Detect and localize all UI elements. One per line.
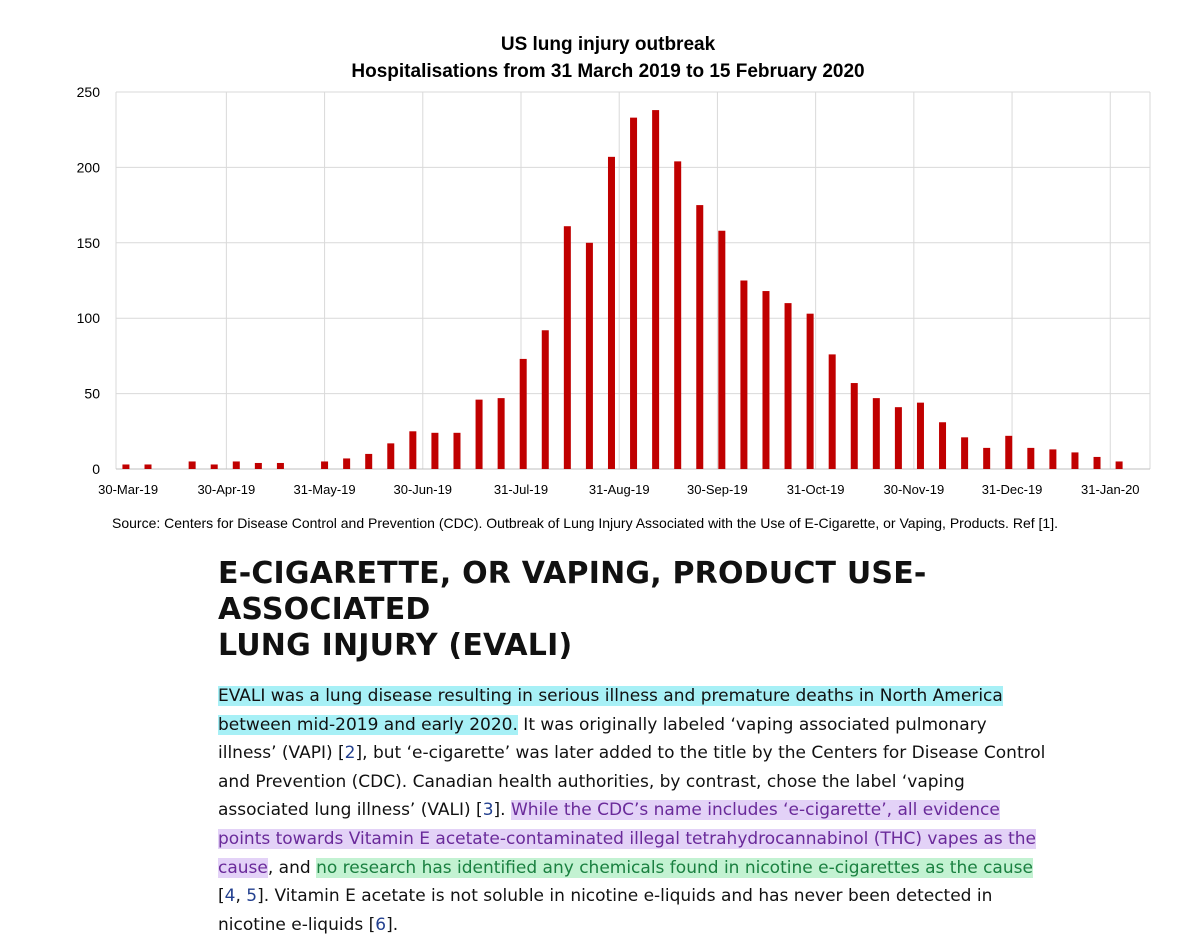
x-axis-ticks: 30-Mar-19 30-Apr-19 31-May-19 30-Jun-19 31-J…: [98, 482, 1139, 497]
bar: [210, 464, 218, 469]
bar: [343, 458, 351, 469]
reference-link-6[interactable]: 6: [375, 914, 387, 935]
article-paragraph: EVALI was a lung disease resulting in se…: [218, 682, 1048, 939]
x-tick-label: 30-Nov-19: [883, 482, 944, 497]
bar: [563, 226, 571, 469]
heading-line-1: E-CIGARETTE, OR VAPING, PRODUCT USE-ASSO…: [218, 556, 927, 627]
y-tick-label: 250: [77, 84, 101, 100]
bar: [718, 230, 726, 469]
x-tick-label: 31-Jul-19: [494, 482, 548, 497]
x-tick-label: 31-Dec-19: [982, 482, 1043, 497]
reference-link-4[interactable]: 4: [224, 886, 236, 907]
bar: [607, 156, 615, 469]
bar: [321, 461, 329, 469]
bar: [387, 443, 395, 469]
paragraph-text: ]. Vitamin E acetate is not soluble in n…: [218, 886, 993, 935]
article-heading: E-CIGARETTE, OR VAPING, PRODUCT USE-ASSO…: [218, 556, 1058, 664]
chart-subtitle: Hospitalisations from 31 March 2019 to 1…: [351, 61, 864, 82]
paragraph-text: ], but ‘e-cigarette’ was later added to …: [218, 743, 1046, 821]
bar: [475, 399, 483, 469]
bar: [497, 398, 505, 469]
chart-title: US lung injury outbreak: [501, 34, 716, 55]
reference-link-5[interactable]: 5: [246, 886, 258, 907]
y-tick-label: 200: [77, 159, 101, 175]
bar: [232, 461, 240, 469]
source-note: Source: Centers for Disease Control and …: [112, 515, 1058, 531]
paragraph-text: ,: [235, 886, 247, 907]
bar: [365, 453, 373, 469]
x-tick-label: 30-Sep-19: [687, 482, 748, 497]
bar: [939, 422, 947, 469]
bar: [806, 313, 814, 469]
bar: [453, 432, 461, 469]
y-tick-label: 150: [77, 235, 101, 251]
x-tick-label: 31-Oct-19: [787, 482, 845, 497]
bar: [916, 402, 924, 469]
x-tick-label: 30-Jun-19: [394, 482, 453, 497]
bar: [1049, 449, 1057, 469]
x-tick-label: 31-Aug-19: [589, 482, 650, 497]
x-tick-label: 31-Jan-20: [1081, 482, 1140, 497]
bar: [961, 437, 969, 469]
bar: [630, 117, 638, 470]
bar: [122, 464, 130, 469]
paragraph-text: ].: [386, 914, 399, 935]
y-tick-label: 50: [84, 386, 100, 402]
bar: [850, 383, 858, 469]
bar: [519, 358, 527, 469]
bar: [585, 242, 593, 469]
bar: [254, 462, 262, 469]
bar: [1093, 456, 1101, 469]
article: E-CIGARETTE, OR VAPING, PRODUCT USE-ASSO…: [218, 556, 1058, 939]
bar: [144, 464, 152, 469]
bar: [1005, 435, 1013, 469]
paragraph-text: [: [218, 886, 225, 907]
bar: [983, 447, 991, 469]
y-tick-label: 0: [92, 461, 100, 477]
bar: [409, 431, 417, 469]
bar: [431, 432, 439, 469]
bar: [784, 303, 792, 469]
x-tick-label: 30-Mar-19: [98, 482, 158, 497]
bar: [894, 407, 902, 469]
bar: [740, 280, 748, 469]
reference-link-2[interactable]: 2: [344, 743, 356, 764]
bar: [652, 110, 660, 469]
x-tick-label: 31-May-19: [293, 482, 355, 497]
x-tick-label: 30-Apr-19: [197, 482, 255, 497]
bar: [674, 161, 682, 470]
reference-link-3[interactable]: 3: [482, 800, 494, 821]
bar: [1027, 447, 1035, 469]
bar-chart: US lung injury outbreak Hospitalisations…: [77, 34, 1151, 531]
bar: [1115, 461, 1123, 469]
paragraph-text: , and: [267, 857, 317, 878]
bar: [188, 461, 196, 469]
y-tick-label: 100: [77, 310, 101, 326]
paragraph-text: It was originally labeled ‘vaping associ…: [218, 714, 987, 764]
bar: [541, 330, 549, 469]
bar: [696, 205, 704, 469]
bar: [828, 354, 836, 469]
chart-bars: [122, 110, 1123, 470]
heading-line-2: LUNG INJURY (EVALI): [218, 628, 573, 663]
paragraph-text: ].: [493, 800, 511, 821]
bar: [1071, 452, 1079, 469]
bar: [762, 291, 770, 469]
bar: [276, 462, 284, 469]
bar: [872, 398, 880, 469]
highlight-nicotine-not-cause: no research has identified any chemicals…: [316, 857, 1033, 878]
y-axis-ticks: 0 50 100 150 200 250: [77, 84, 101, 477]
